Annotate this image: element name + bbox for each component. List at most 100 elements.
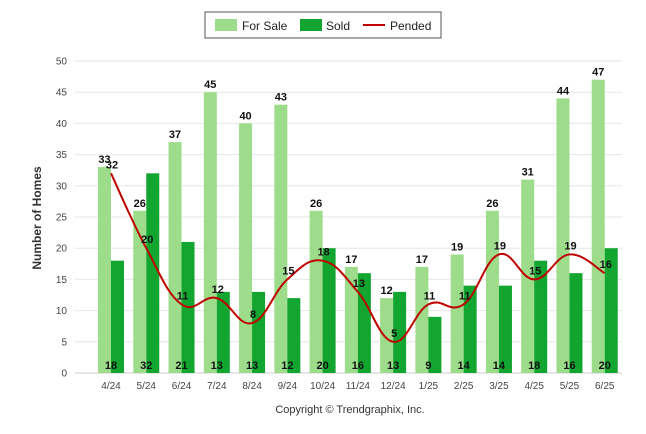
label-sold: 9	[425, 360, 431, 372]
label-sold: 18	[528, 360, 540, 372]
x-tick-label: 8/24	[242, 381, 262, 392]
legend-swatch-for-sale	[215, 19, 237, 31]
copyright-text: Copyright © Trendgraphix, Inc.	[275, 404, 424, 416]
y-tick-label: 15	[56, 275, 68, 286]
y-tick-label: 45	[56, 88, 68, 99]
legend-swatch-sold	[300, 19, 322, 31]
x-tick-label: 1/25	[419, 381, 439, 392]
label-sold: 12	[281, 360, 293, 372]
pended-line-layer	[110, 172, 606, 343]
label-sold: 32	[140, 360, 152, 372]
label-for-sale: 12	[381, 285, 393, 297]
label-for-sale: 31	[522, 167, 534, 179]
label-pended: 12	[212, 284, 224, 296]
y-axis-title: Number of Homes	[30, 166, 44, 270]
label-pended: 15	[282, 265, 294, 277]
label-sold: 16	[352, 360, 364, 372]
x-tick-label: 9/24	[278, 381, 298, 392]
label-pended: 20	[141, 234, 153, 246]
bar-sold	[357, 273, 371, 373]
bar-for-sale	[133, 210, 147, 373]
bar-sold	[463, 285, 477, 373]
legend: For Sale Sold Pended	[204, 11, 442, 39]
bar-for-sale	[309, 210, 323, 373]
y-tick-label: 20	[56, 244, 68, 255]
label-pended: 8	[250, 309, 256, 321]
x-tick-label: 6/24	[172, 381, 192, 392]
x-axis-ticks: 4/24 5/24 6/24 7/24 8/24 9/24 10/24 11/24 12/24 1…	[101, 381, 615, 392]
label-pended: 32	[106, 159, 118, 171]
data-labels: 33 18 26 32 37 21 45 13 40 13 43 12 26 20 17 16 12 13 17 9 1…	[98, 67, 611, 372]
pended-line	[110, 172, 606, 343]
bar-for-sale	[274, 104, 288, 374]
legend-label-for-sale: For Sale	[242, 19, 288, 33]
bar-sold	[111, 260, 124, 373]
x-tick-label: 7/24	[207, 381, 227, 392]
label-for-sale: 40	[239, 110, 251, 122]
bar-for-sale	[239, 123, 253, 374]
bar-for-sale	[415, 266, 429, 373]
label-sold: 14	[458, 360, 471, 372]
y-tick-label: 50	[56, 57, 68, 68]
label-for-sale: 17	[345, 254, 357, 266]
bar-sold	[216, 291, 230, 373]
label-sold: 14	[493, 360, 506, 372]
label-pended: 11	[177, 290, 189, 302]
label-pended: 18	[317, 247, 329, 259]
legend-box	[204, 11, 442, 39]
bar-for-sale	[203, 92, 217, 373]
label-sold: 13	[246, 360, 258, 372]
label-sold: 16	[563, 360, 575, 372]
bar-for-sale	[168, 142, 182, 373]
bar-sold	[146, 173, 160, 373]
label-for-sale: 37	[169, 129, 181, 141]
bar-sold	[393, 291, 407, 373]
label-for-sale: 26	[134, 198, 146, 210]
label-sold: 20	[316, 360, 328, 372]
y-tick-label: 40	[56, 119, 68, 130]
x-tick-label: 2/25	[454, 381, 474, 392]
label-pended: 11	[424, 290, 436, 302]
label-pended: 5	[391, 328, 397, 340]
y-tick-label: 0	[61, 369, 67, 380]
bar-sold	[534, 260, 548, 373]
y-tick-label: 5	[61, 337, 67, 348]
label-for-sale: 43	[275, 92, 287, 104]
x-tick-label: 4/25	[524, 381, 544, 392]
label-sold: 13	[387, 360, 399, 372]
legend-label-pended: Pended	[390, 19, 431, 33]
label-for-sale: 33	[98, 154, 110, 166]
label-for-sale: 45	[204, 79, 216, 91]
y-tick-label: 25	[56, 213, 68, 224]
bars	[98, 79, 618, 374]
label-sold: 20	[599, 360, 611, 372]
legend-label-sold: Sold	[326, 19, 350, 33]
label-for-sale: 17	[416, 254, 428, 266]
label-pended: 13	[353, 278, 365, 290]
x-tick-label: 3/25	[489, 381, 509, 392]
label-pended: 19	[494, 240, 506, 252]
label-for-sale: 47	[592, 67, 604, 79]
label-pended: 11	[459, 290, 471, 302]
bar-sold	[604, 248, 618, 373]
label-sold: 18	[105, 360, 117, 372]
bar-for-sale	[380, 298, 394, 373]
bar-sold	[569, 273, 583, 373]
x-tick-label: 12/24	[381, 381, 406, 392]
bar-for-sale	[344, 266, 358, 373]
x-tick-label: 5/24	[137, 381, 157, 392]
label-pended: 19	[564, 240, 576, 252]
x-tick-label: 4/24	[101, 381, 121, 392]
bar-sold	[322, 248, 336, 373]
bar-for-sale	[450, 254, 464, 373]
bar-sold	[498, 285, 512, 373]
label-for-sale: 19	[451, 241, 463, 253]
y-tick-label: 35	[56, 150, 68, 161]
label-for-sale: 26	[486, 198, 498, 210]
x-tick-label: 5/25	[560, 381, 580, 392]
bar-sold	[287, 298, 301, 373]
bar-sold	[252, 291, 266, 373]
bar-for-sale	[98, 167, 111, 373]
bar-for-sale	[556, 98, 570, 373]
